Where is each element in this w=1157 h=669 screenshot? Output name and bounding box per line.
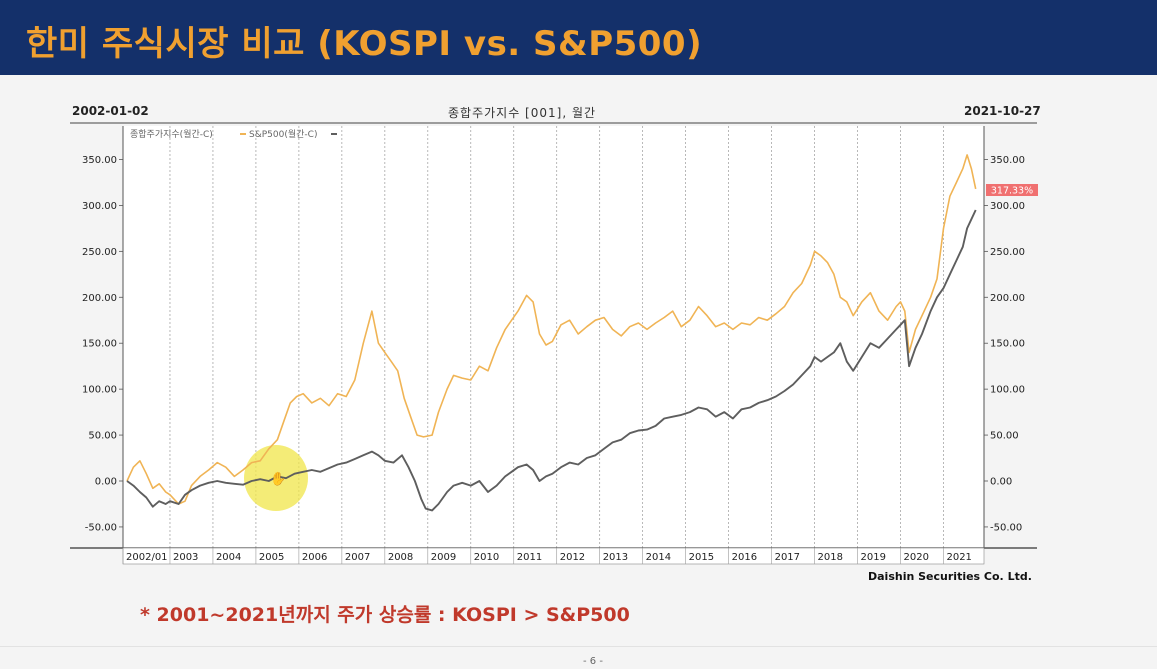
sp500-line (126, 209, 977, 512)
x-tick-label: 2016 (732, 552, 757, 563)
x-tick-label: 2021 (946, 552, 971, 563)
chart-start-date: 2002-01-02 (72, 104, 149, 118)
x-tick-label: 2005 (259, 552, 284, 563)
slide-note: * 2001~2021년까지 주가 상승률 : KOSPI > S&P500 (140, 604, 630, 626)
y-tick-label-left: 50.00 (88, 431, 117, 442)
y-tick-label-right: 50.00 (990, 431, 1019, 442)
x-tick-label: 2002/01 (126, 552, 168, 563)
x-tick-label: 2019 (861, 552, 886, 563)
y-tick-label-right: 0.00 (990, 477, 1012, 488)
x-tick-label: 2008 (388, 552, 413, 563)
x-tick-label: 2010 (474, 552, 499, 563)
x-tick-label: 2011 (517, 552, 542, 563)
chart-legend: 종합주가지수(월간-C) S&P500(월간-C) (130, 128, 337, 140)
kospi-line (126, 154, 977, 505)
legend-kospi: 종합주가지수(월간-C) (130, 128, 213, 140)
chart-end-date: 2021-10-27 (964, 104, 1041, 118)
x-tick-label: 2009 (431, 552, 456, 563)
y-tick-label-right: 150.00 (990, 339, 1025, 350)
y-tick-label-right: -50.00 (990, 522, 1022, 533)
x-tick-label: 2020 (904, 552, 929, 563)
x-tick-label: 2017 (775, 552, 800, 563)
slide-title: 한미 주식시장 비교 (KOSPI vs. S&P500) (26, 24, 703, 64)
y-tick-label-left: 100.00 (82, 385, 117, 396)
y-tick-label-right: 350.00 (990, 155, 1025, 166)
x-tick-label: 2012 (560, 552, 585, 563)
y-axis-right-ticks: 350.00 300.00 250.00 200.00 150.00 100.00 50.0… (984, 155, 1025, 533)
chart-credit: Daishin Securities Co. Ltd. (868, 570, 1032, 583)
slide-header: 한미 주식시장 비교 (KOSPI vs. S&P500) (0, 0, 1157, 75)
y-tick-label-left: 250.00 (82, 247, 117, 258)
chart-series (126, 154, 977, 512)
y-tick-label-left: 0.00 (95, 477, 117, 488)
y-tick-label-left: -50.00 (85, 522, 117, 533)
x-tick-label: 2003 (173, 552, 198, 563)
badge-text: 317.33% (991, 186, 1033, 197)
hand-cursor-icon: ✋ (270, 471, 286, 487)
y-tick-label-right: 200.00 (990, 293, 1025, 304)
legend-sp500: S&P500(월간-C) (249, 128, 317, 140)
x-tick-label: 2007 (345, 552, 370, 563)
y-tick-label-right: 300.00 (990, 201, 1025, 212)
y-tick-label-left: 350.00 (82, 155, 117, 166)
x-tick-label: 2015 (689, 552, 714, 563)
x-tick-label: 2014 (646, 552, 671, 563)
footer-divider (0, 646, 1157, 647)
x-tick-label: 2018 (818, 552, 843, 563)
last-value-badge: 317.33% (986, 184, 1038, 197)
y-axis-left-ticks: 350.00 300.00 250.00 200.00 150.00 100.00 50.0… (82, 155, 123, 533)
y-tick-label-left: 300.00 (82, 201, 117, 212)
x-axis-band (122, 547, 985, 565)
x-tick-label: 2013 (603, 552, 628, 563)
y-tick-label-right: 100.00 (990, 385, 1025, 396)
badge-bg (986, 184, 1038, 196)
x-tick-label: 2004 (216, 552, 241, 563)
y-tick-label-left: 150.00 (82, 339, 117, 350)
x-axis-ticks: 2002/01 2003 2004 2005 2006 2007 2008 2009 2010 2… (122, 548, 972, 564)
x-tick-label: 2006 (302, 552, 327, 563)
chart-title: 종합주가지수 [001], 월간 (448, 106, 597, 120)
y-tick-label-right: 250.00 (990, 247, 1025, 258)
y-tick-label-left: 200.00 (82, 293, 117, 304)
page-number: - 6 - (583, 656, 603, 667)
